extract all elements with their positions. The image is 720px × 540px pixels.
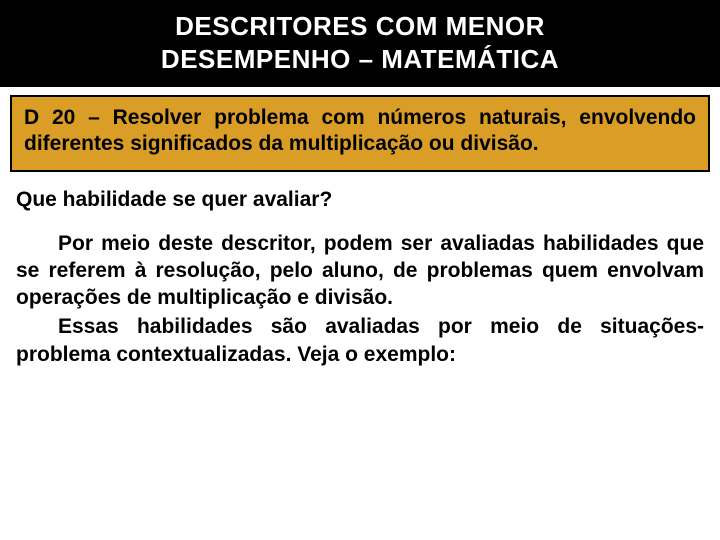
descriptor-text: D 20 – Resolver problema com números nat…	[24, 105, 696, 158]
body-paragraph-2: Essas habilidades são avaliadas por meio…	[16, 313, 704, 368]
slide-title: DESCRITORES COM MENOR DESEMPENHO – MATEM…	[20, 10, 700, 75]
title-line-1: DESCRITORES COM MENOR	[175, 11, 545, 41]
title-line-2: DESEMPENHO – MATEMÁTICA	[161, 44, 559, 74]
slide-header: DESCRITORES COM MENOR DESEMPENHO – MATEM…	[0, 0, 720, 87]
evaluation-question: Que habilidade se quer avaliar?	[16, 188, 704, 212]
body-paragraph-1: Por meio deste descritor, podem ser aval…	[16, 230, 704, 312]
descriptor-box: D 20 – Resolver problema com números nat…	[10, 95, 710, 172]
body-section: Que habilidade se quer avaliar? Por meio…	[2, 178, 718, 540]
slide-container: DESCRITORES COM MENOR DESEMPENHO – MATEM…	[0, 0, 720, 540]
